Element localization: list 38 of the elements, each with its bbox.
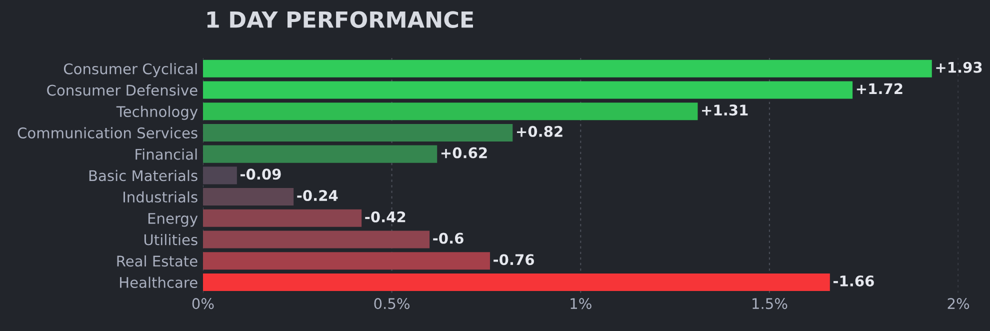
bar xyxy=(202,188,294,206)
y-tick-label: Basic Materials xyxy=(89,170,198,182)
data-label: -0.76 xyxy=(494,254,534,266)
bar xyxy=(202,273,830,292)
data-label: -0.6 xyxy=(433,232,464,244)
data-label: +1.93 xyxy=(936,62,982,73)
data-label: +0.82 xyxy=(516,126,562,137)
bar xyxy=(202,209,362,227)
y-tick-label: Communication Services xyxy=(18,127,198,138)
y-tick-label: Technology xyxy=(116,106,198,120)
data-label: -0.24 xyxy=(297,190,338,202)
x-tick-label: 1.5% xyxy=(752,298,788,310)
y-tick-label: Industrials xyxy=(124,191,198,203)
y-tick-label: Healthcare xyxy=(120,276,198,288)
data-label: +0.62 xyxy=(441,147,487,158)
data-label: -1.66 xyxy=(833,275,874,286)
y-tick-label: Energy xyxy=(148,213,198,227)
bar xyxy=(202,252,490,270)
y-tick-label: Real Estate xyxy=(117,255,198,267)
y-tick-label: Consumer Defensive xyxy=(47,84,198,96)
bar xyxy=(202,124,513,142)
bar xyxy=(202,230,430,248)
data-label: +1.72 xyxy=(856,83,902,94)
x-tick-label: 1% xyxy=(570,298,592,310)
bar xyxy=(202,60,932,78)
chart-title: 1 DAY PERFORMANCE xyxy=(207,11,473,28)
y-tick-label: Financial xyxy=(136,148,197,160)
data-label: -0.09 xyxy=(240,168,281,180)
data-label: +1.31 xyxy=(702,104,748,116)
x-tick-label: 0.5% xyxy=(374,298,410,310)
data-label: -0.42 xyxy=(365,211,406,222)
x-tick-label: 2% xyxy=(948,298,970,310)
bar xyxy=(202,145,438,163)
x-tick-label: 0% xyxy=(192,298,214,310)
bar xyxy=(202,81,853,99)
bar xyxy=(202,102,698,120)
y-tick-label: Consumer Cyclical xyxy=(64,63,197,78)
y-tick-label: Utilities xyxy=(144,234,198,246)
